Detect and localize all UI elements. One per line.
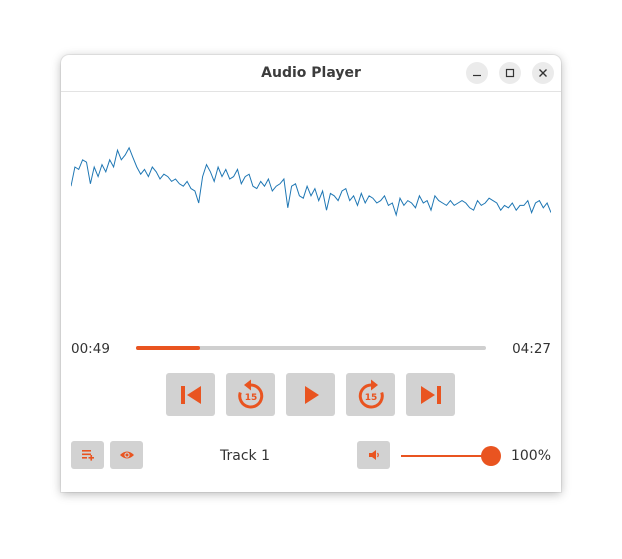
track-name: Track 1 [220, 448, 270, 464]
play-button[interactable] [286, 373, 335, 416]
mute-button[interactable] [357, 441, 390, 469]
skip-previous-button[interactable] [166, 373, 215, 416]
window-title: Audio Player [261, 65, 361, 81]
rewind-15-icon: 15 [237, 379, 263, 408]
svg-text:15: 15 [244, 393, 257, 403]
audio-player-window: Audio Player 00:49 04:27 15 [61, 55, 561, 492]
volume-slider[interactable] [401, 446, 501, 466]
total-time: 04:27 [512, 341, 551, 357]
current-time: 00:49 [71, 341, 110, 357]
visibility-button[interactable] [110, 441, 143, 469]
forward-15-button[interactable]: 15 [346, 373, 395, 416]
skip-next-button[interactable] [406, 373, 455, 416]
skip-previous-icon [180, 385, 201, 404]
rewind-15-button[interactable]: 15 [226, 373, 275, 416]
svg-text:15: 15 [364, 393, 377, 403]
maximize-icon [505, 68, 515, 78]
volume-icon [368, 450, 379, 460]
close-icon [539, 69, 547, 77]
minimize-icon [473, 74, 481, 77]
playlist-add-button[interactable] [71, 441, 104, 469]
volume-level-label: 100% [510, 448, 551, 464]
volume-fill [401, 455, 491, 457]
close-button[interactable] [532, 62, 554, 84]
forward-15-icon: 15 [358, 379, 384, 408]
play-icon [304, 385, 319, 404]
progress-track[interactable] [136, 346, 486, 350]
maximize-button[interactable] [499, 62, 521, 84]
title-bar: Audio Player [61, 55, 561, 92]
waveform-line [71, 146, 551, 217]
progress-bar[interactable] [136, 345, 486, 351]
progress-fill [136, 346, 201, 350]
skip-next-icon [420, 385, 441, 404]
minimize-button[interactable] [466, 62, 488, 84]
volume-slider-handle[interactable] [481, 446, 501, 466]
waveform-plot [71, 146, 551, 217]
playlist-add-icon [81, 450, 94, 461]
eye-icon [119, 451, 134, 459]
